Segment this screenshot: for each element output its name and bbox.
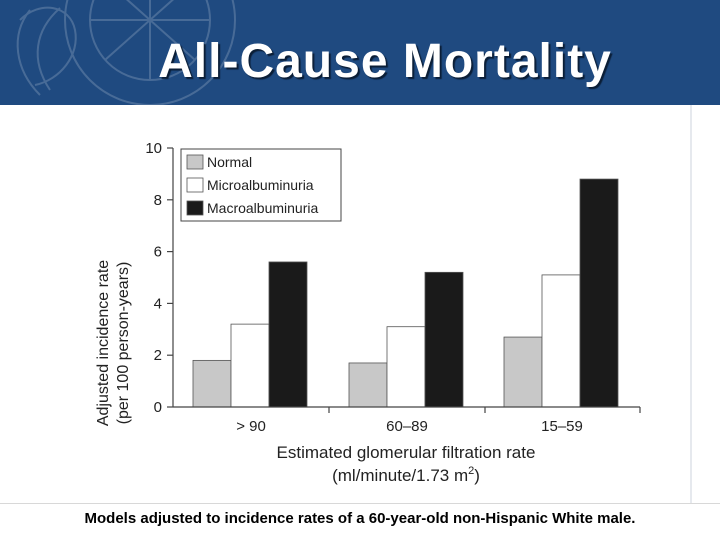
bar-normal-1 [348, 362, 388, 408]
chart-panel: Adjusted incidence rate (per 100 person-… [78, 113, 648, 496]
x-tick-label: 15–59 [541, 418, 583, 435]
y-tick-label: 2 [154, 347, 162, 364]
x-axis-label-line2: (ml/minute/1.73 m2) [332, 465, 480, 485]
y-axis-label-line2: (per 100 person-years) [115, 262, 132, 425]
legend-swatch-normal [186, 154, 204, 170]
legend-box [180, 148, 342, 222]
header-banner: All-Cause Mortality [0, 0, 720, 105]
bar-macroalbuminuria-1 [424, 271, 464, 408]
logo-watermark-icon [16, 0, 236, 105]
y-tick-label: 4 [154, 295, 162, 312]
x-tick-label: > 90 [236, 418, 266, 435]
x-tick-label: 60–89 [386, 418, 428, 435]
legend-swatch-macro [186, 200, 204, 216]
legend-label-macro: Macroalbuminuria [207, 200, 318, 216]
bar-macroalbuminuria-0 [268, 261, 308, 408]
y-tick-label: 0 [154, 399, 162, 416]
y-tick-label: 8 [154, 192, 162, 209]
legend-label-micro: Microalbuminuria [207, 177, 314, 193]
bar-macroalbuminuria-2 [579, 178, 619, 408]
y-tick-label: 10 [145, 140, 162, 157]
bar-normal-0 [192, 359, 232, 408]
slide-title: All-Cause Mortality [158, 35, 612, 88]
bar-microalbuminuria-2 [541, 274, 581, 408]
slide-caption: Models adjusted to incidence rates of a … [84, 510, 636, 527]
bar-microalbuminuria-0 [230, 323, 270, 408]
legend: Normal Microalbuminuria Macroalbuminuria [180, 148, 342, 222]
bar-normal-2 [503, 336, 543, 408]
y-axis-label-line1: Adjusted incidence rate [95, 260, 112, 426]
caption-bar [0, 503, 720, 541]
x-axis-label-line1: Estimated glomerular filtration rate [277, 443, 536, 462]
y-tick-label: 6 [154, 244, 162, 261]
chart: Adjusted incidence rate (per 100 person-… [95, 140, 641, 485]
legend-label-normal: Normal [207, 154, 252, 170]
bar-microalbuminuria-1 [386, 326, 426, 408]
divider [690, 105, 692, 503]
legend-swatch-micro [186, 177, 204, 193]
